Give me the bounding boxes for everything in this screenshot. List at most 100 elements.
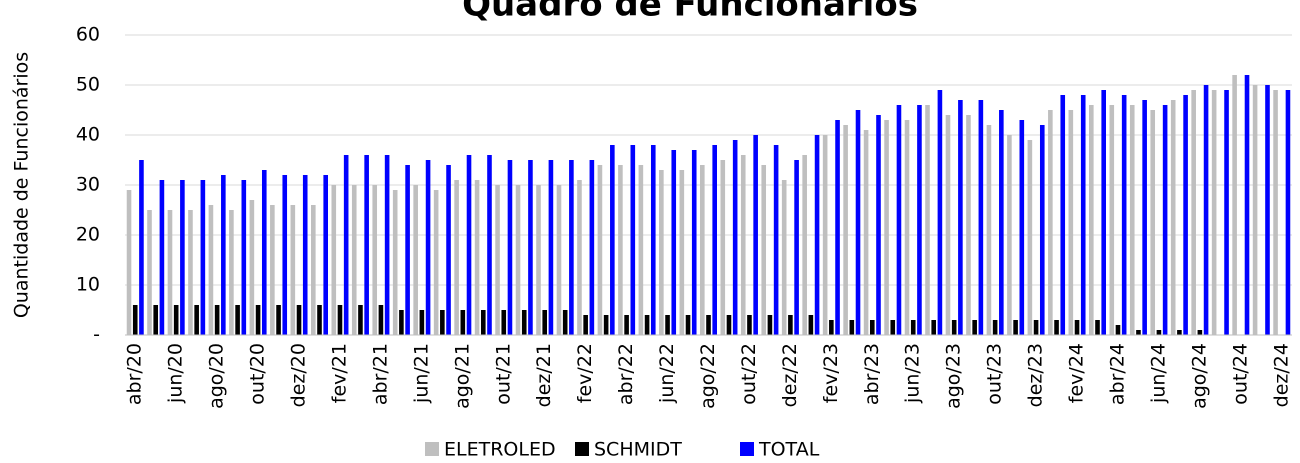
x-tick-label: out/22 [738,343,760,405]
x-tick-label: out/21 [492,343,514,405]
bar [1197,330,1203,335]
bar [194,305,199,335]
x-tick-label: jun/21 [410,343,432,404]
bar [1244,75,1250,335]
bar [910,320,916,335]
bar [214,305,220,335]
bar [562,310,568,335]
bar [1048,110,1053,335]
x-tick-label: ago/24 [1188,343,1210,409]
bar [1170,100,1176,335]
bar [1089,105,1094,335]
bar [794,160,799,335]
y-tick-label: 30 [76,174,100,196]
x-tick-label: abr/22 [615,343,637,405]
bar [343,155,349,335]
bar [1013,320,1018,335]
x-tick-label: dez/24 [1270,343,1292,407]
x-tick-label: abr/24 [1106,343,1128,405]
x-tick-label: dez/23 [1025,343,1047,407]
bar [958,100,963,335]
bar [276,305,281,335]
x-tick-label: fev/22 [574,343,596,403]
bar [548,160,554,335]
bar [270,205,275,335]
bar [302,175,308,335]
x-tick-label: abr/20 [124,343,146,405]
bar [822,135,828,335]
x-tick-label: fev/21 [328,343,350,403]
x-tick-label: abr/23 [861,343,883,405]
bar [1019,120,1025,335]
bar [480,310,486,335]
bar [536,185,541,335]
y-tick-label: 20 [76,224,100,246]
bar [474,180,480,335]
bar [384,155,390,335]
bar [835,120,840,335]
legend-label: ELETROLED [444,439,556,461]
x-tick-label: jun/20 [165,343,187,404]
x-tick-label: out/23 [984,343,1006,405]
bar [610,145,615,335]
bar [1232,75,1237,335]
bar [1136,330,1141,335]
bar [556,185,562,335]
bar [720,160,726,335]
y-tick-label: 10 [76,274,100,296]
bar [200,180,206,335]
x-tick-label: fev/24 [1066,343,1088,403]
bar [1101,90,1106,335]
bar [863,130,869,335]
bar [515,185,521,335]
bar [589,160,595,335]
bar [440,310,445,335]
bar [583,315,588,335]
bar [180,180,185,335]
bar [208,205,214,335]
bar [323,175,328,335]
bar [1211,90,1217,335]
bar [337,305,343,335]
x-tick-label: dez/20 [288,343,310,407]
x-tick-label: ago/20 [206,343,228,409]
bar [235,305,240,335]
legend-swatch [575,442,589,456]
bar [659,170,664,335]
bar [808,315,814,335]
bar [706,315,711,335]
x-tick-label: out/20 [247,343,269,405]
bar [249,200,255,335]
bar [685,315,691,335]
legend-swatch [740,442,754,456]
y-tick-label: 50 [76,74,100,96]
x-tick-label: dez/22 [779,343,801,407]
bar [1285,90,1291,335]
bar [241,180,247,335]
bar [937,90,943,335]
y-tick-label: 40 [76,124,100,146]
y-axis-label: Quantidade de Funcionários [11,52,33,318]
bar [378,305,384,335]
bar [290,205,296,335]
bar [597,165,603,335]
bar [884,120,889,335]
bar [773,145,779,335]
bar [1121,95,1127,335]
bar [1074,320,1080,335]
bar [978,100,984,335]
bar [849,320,855,335]
bar [261,170,267,335]
bar [460,310,466,335]
bar [364,155,369,335]
bar [413,185,418,335]
bar [528,160,533,335]
bar [855,110,861,335]
bar [917,105,922,335]
bar [577,180,582,335]
bar [1027,140,1033,335]
bar [153,305,159,335]
bar [630,145,636,335]
bar [1142,100,1147,335]
bar [433,190,439,335]
